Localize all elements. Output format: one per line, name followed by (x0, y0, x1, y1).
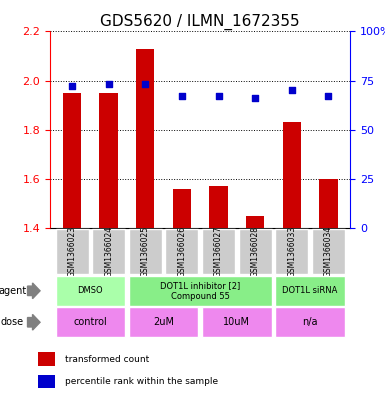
Text: GSM1366027: GSM1366027 (214, 226, 223, 277)
Title: GDS5620 / ILMN_1672355: GDS5620 / ILMN_1672355 (100, 14, 300, 30)
Bar (99, 93, 118, 228)
FancyBboxPatch shape (92, 229, 125, 274)
FancyBboxPatch shape (55, 276, 125, 306)
Text: DOT1L siRNA: DOT1L siRNA (282, 286, 338, 295)
FancyBboxPatch shape (55, 229, 89, 274)
FancyBboxPatch shape (275, 276, 345, 306)
FancyBboxPatch shape (129, 229, 162, 274)
Bar (173, 189, 191, 228)
Text: agent: agent (0, 286, 27, 296)
Text: transformed count: transformed count (65, 354, 149, 364)
Bar (136, 49, 154, 228)
Text: 2uM: 2uM (153, 317, 174, 327)
FancyBboxPatch shape (239, 229, 271, 274)
Text: 10uM: 10uM (223, 317, 250, 327)
FancyBboxPatch shape (312, 229, 345, 274)
Text: GSM1366023: GSM1366023 (67, 226, 77, 277)
Text: percentile rank within the sample: percentile rank within the sample (65, 377, 218, 386)
Bar (283, 122, 301, 228)
Point (69, 83, 75, 90)
FancyBboxPatch shape (129, 307, 198, 337)
FancyBboxPatch shape (129, 276, 271, 306)
FancyBboxPatch shape (275, 229, 308, 274)
Text: DOT1L inhibitor [2]
Compound 55: DOT1L inhibitor [2] Compound 55 (160, 281, 240, 301)
Point (216, 93, 222, 99)
Text: GSM1366024: GSM1366024 (104, 226, 113, 277)
FancyBboxPatch shape (275, 307, 345, 337)
Text: DMSO: DMSO (77, 286, 103, 295)
Text: GSM1366033: GSM1366033 (287, 226, 296, 277)
FancyBboxPatch shape (202, 307, 271, 337)
FancyBboxPatch shape (166, 229, 198, 274)
Bar (63, 93, 81, 228)
Text: n/a: n/a (302, 317, 318, 327)
Bar (319, 179, 338, 228)
Text: GSM1366028: GSM1366028 (251, 226, 259, 277)
Bar (38, 353, 55, 365)
Point (105, 81, 112, 88)
FancyBboxPatch shape (202, 229, 235, 274)
Point (289, 87, 295, 94)
FancyArrow shape (28, 283, 40, 299)
Bar (209, 186, 228, 228)
FancyBboxPatch shape (55, 307, 125, 337)
FancyArrow shape (28, 314, 40, 330)
Point (179, 93, 185, 99)
Text: GSM1366026: GSM1366026 (177, 226, 186, 277)
Text: GSM1366034: GSM1366034 (324, 226, 333, 277)
Bar (246, 216, 264, 228)
Text: control: control (74, 317, 107, 327)
Text: GSM1366025: GSM1366025 (141, 226, 150, 277)
Text: dose: dose (1, 317, 24, 327)
Point (325, 93, 331, 99)
Bar (38, 375, 55, 388)
Point (142, 81, 148, 88)
Point (252, 95, 258, 101)
